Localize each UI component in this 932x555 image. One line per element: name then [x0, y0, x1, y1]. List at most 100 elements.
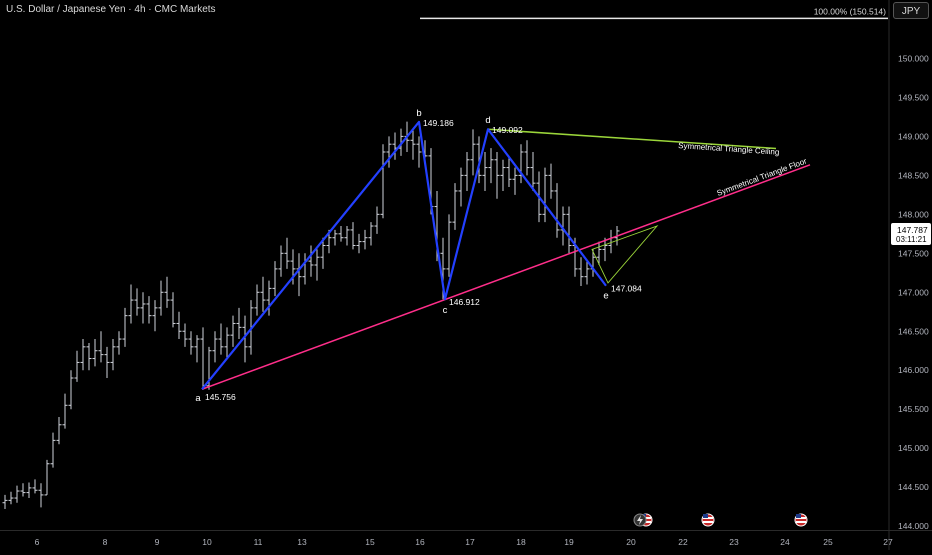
- ohlc-bar: [542, 167, 548, 223]
- fib-level-label: 100.00% (150.514): [814, 6, 886, 16]
- ohlc-bar: [110, 339, 116, 371]
- ohlc-bar: [50, 432, 56, 468]
- ohlc-bar: [302, 253, 308, 285]
- ohlc-bar: [146, 296, 152, 324]
- ohlc-bar: [602, 237, 608, 262]
- ohlc-bar: [38, 483, 44, 508]
- flag-canton: [796, 514, 801, 518]
- ohlc-bar: [134, 288, 140, 316]
- ohlc-bar: [344, 226, 350, 246]
- time-tick-label: 23: [729, 537, 739, 547]
- time-tick-label: 11: [254, 537, 263, 547]
- ohlc-bar: [212, 331, 218, 363]
- price-tick-label: 146.000: [898, 365, 929, 375]
- ohlc-bar: [524, 140, 530, 176]
- ohlc-bar: [98, 331, 104, 363]
- us-flag-event-icon[interactable]: [701, 513, 715, 527]
- lightning-shape: [637, 515, 643, 525]
- ohlc-bar: [74, 350, 80, 382]
- ohlc-bar: [482, 151, 488, 191]
- time-tick-label: 25: [823, 537, 833, 547]
- ohlc-bar: [260, 276, 266, 312]
- pattern-value-c: 146.912: [449, 297, 480, 307]
- ohlc-bar: [488, 148, 494, 184]
- time-tick-label: 24: [780, 537, 790, 547]
- triangle-floor-line[interactable]: [201, 164, 811, 390]
- ohlc-bar: [26, 482, 32, 499]
- ohlc-bar: [236, 307, 242, 340]
- price-tick-label: 144.500: [898, 482, 929, 492]
- price-tick-label: 145.000: [898, 443, 929, 453]
- time-tick-label: 17: [465, 537, 475, 547]
- currency-button[interactable]: JPY: [893, 2, 929, 19]
- ohlc-bar: [332, 229, 338, 246]
- ohlc-bar: [272, 261, 278, 297]
- price-tick-label: 147.500: [898, 248, 929, 258]
- triangle-ceiling-line[interactable]: [487, 128, 777, 150]
- current-price-label: 147.787: [897, 225, 928, 235]
- ohlc-bar: [44, 459, 50, 496]
- ohlc-bar: [152, 300, 158, 332]
- chart-title: U.S. Dollar / Japanese Yen · 4h · CMC Ma…: [6, 4, 216, 15]
- time-tick-label: 15: [365, 537, 375, 547]
- ohlc-bar: [386, 136, 392, 168]
- ohlc-bar: [14, 485, 20, 503]
- abcde-pattern-line[interactable]: [201, 120, 607, 390]
- flag-stripe: [703, 521, 713, 523]
- ohlc-bar: [596, 241, 602, 265]
- ohlc-bar: [554, 183, 560, 238]
- ohlc-bar: [80, 339, 86, 371]
- ohlc-bar: [578, 257, 584, 287]
- ohlc-bar: [218, 323, 224, 355]
- pattern-point-c: c: [443, 305, 448, 316]
- ohlc-bar: [338, 226, 344, 242]
- ohlc-bar: [500, 159, 506, 191]
- ohlc-bar: [374, 206, 380, 234]
- ohlc-bar: [86, 342, 92, 371]
- ohlc-bar: [296, 253, 302, 297]
- us-flag-event-icon[interactable]: [794, 513, 808, 527]
- ohlc-bar: [56, 416, 62, 445]
- price-tick-label: 150.000: [898, 53, 929, 63]
- ohlc-bar: [188, 331, 194, 355]
- ohlc-bar: [266, 280, 272, 316]
- time-tick-label: 6: [35, 537, 40, 547]
- ohlc-bar: [176, 311, 182, 340]
- time-tick-label: 19: [564, 537, 574, 547]
- time-tick-label: 16: [415, 537, 425, 547]
- ohlc-bar: [446, 214, 452, 277]
- time-tick-label: 10: [202, 537, 212, 547]
- pattern-value-a: 145.756: [205, 392, 236, 402]
- ohlc-bar: [392, 132, 398, 160]
- time-tick-label: 22: [678, 537, 688, 547]
- ohlc-bar: [452, 183, 458, 230]
- ohlc-bar: [32, 479, 38, 494]
- ohlc-bar: [380, 144, 386, 219]
- pattern-value-d: 149.092: [492, 125, 523, 135]
- lightning-event-icon[interactable]: [633, 513, 647, 527]
- ohlc-bar: [320, 237, 326, 269]
- ohlc-bar: [470, 129, 476, 176]
- ohlc-bar: [308, 245, 314, 277]
- ohlc-bar: [230, 315, 236, 347]
- pattern-point-e: e: [603, 291, 608, 302]
- ohlc-bar: [206, 346, 212, 390]
- ohlc-bar: [278, 245, 284, 277]
- ohlc-bar: [416, 136, 422, 168]
- time-tick-label: 13: [297, 537, 307, 547]
- projected-triangle[interactable]: [591, 225, 659, 284]
- ohlc-bar: [182, 323, 188, 347]
- pattern-value-b: 149.186: [423, 118, 454, 128]
- ohlc-bar: [8, 491, 14, 505]
- ohlc-bar: [104, 346, 110, 379]
- ohlc-bar: [464, 151, 470, 191]
- price-tick-label: 148.500: [898, 170, 929, 180]
- current-price-tag[interactable]: [891, 222, 931, 245]
- ohlc-bar: [284, 237, 290, 269]
- price-tick-label: 146.500: [898, 326, 929, 336]
- ohlc-bar: [116, 331, 122, 355]
- ohlc-bar: [458, 167, 464, 207]
- ohlc-bar: [254, 284, 260, 316]
